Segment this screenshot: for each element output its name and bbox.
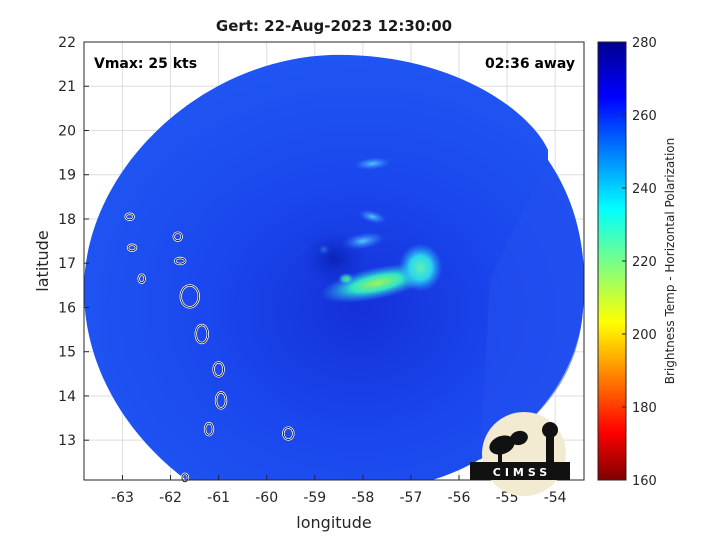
x-tick-label: -54 [544, 490, 567, 506]
colorbar-tick-label: 200 [632, 328, 657, 343]
island-outlines [124, 212, 295, 483]
cimss-logo: CIMSS [470, 412, 570, 496]
y-tick-label: 21 [58, 79, 76, 95]
y-tick-label: 22 [58, 35, 76, 51]
vmax-annotation: Vmax: 25 kts [94, 56, 197, 72]
swath [84, 54, 584, 480]
x-tick-label: -63 [111, 490, 134, 506]
logo-band [470, 462, 570, 480]
island-outline-inner [180, 284, 200, 308]
swath-east-segment [480, 160, 584, 460]
colorbar-tick-label: 260 [632, 109, 657, 124]
x-tick-label: -59 [303, 490, 326, 506]
y-tick-label: 15 [58, 345, 76, 361]
brightness-feature [358, 209, 387, 224]
y-tick-label: 19 [58, 168, 76, 184]
y-tick-label: 14 [58, 389, 76, 405]
x-tick-label: -62 [159, 490, 182, 506]
y-tick-label: 16 [58, 300, 76, 316]
y-tick-label: 20 [58, 123, 76, 139]
island-outline-inner [125, 213, 135, 221]
colorbar-ticks: 280 260 240 220 200 180 160 [622, 36, 657, 489]
logo-text: CIMSS [493, 466, 551, 479]
axes-box [83, 41, 585, 481]
x-axis-label: longitude [296, 513, 371, 532]
island-outline-inner [213, 361, 225, 377]
dish-small-icon [510, 430, 528, 446]
y-tick-label: 13 [58, 433, 76, 449]
brightness-feature [398, 243, 443, 292]
x-tick-label: -60 [255, 490, 278, 506]
island-outline-inner [138, 274, 146, 284]
x-tick-label: -58 [351, 490, 374, 506]
y-ticks: 13 14 15 16 17 18 19 20 21 22 [58, 35, 89, 449]
island-outline-inner [195, 324, 209, 344]
colorbar-tick-label: 220 [632, 255, 657, 270]
island-outline-inner [181, 473, 189, 483]
island-outline-inner [282, 427, 294, 440]
x-ticks: -63 -62 -61 -60 -59 -58 -57 -56 -55 -54 [111, 475, 567, 506]
dish-icon [489, 435, 515, 455]
island-outline-inner [174, 257, 186, 265]
colorbar-tick-label: 280 [632, 36, 657, 51]
colorbar-tick-label: 180 [632, 401, 657, 416]
y-tick-label: 18 [58, 212, 76, 228]
x-tick-label: -56 [448, 490, 471, 506]
island-outline-inner [215, 391, 227, 409]
colorbar [597, 41, 627, 481]
x-tick-label: -61 [207, 490, 230, 506]
colorbar-tick-label: 160 [632, 474, 657, 489]
chart-title: Gert: 22-Aug-2023 12:30:00 [216, 17, 452, 35]
brightness-feature [302, 230, 366, 287]
x-tick-label: -57 [399, 490, 422, 506]
y-axis-label: latitude [33, 230, 52, 291]
tower-leg [546, 436, 554, 462]
time-away-annotation: 02:36 away [485, 56, 575, 72]
colorbar-label: Brightness Temp - Horizontal Polarizatio… [663, 138, 677, 385]
water-tower-icon [542, 422, 558, 438]
island-outline-inner [173, 232, 183, 242]
y-tick-label: 17 [58, 256, 76, 272]
brightness-feature [354, 157, 391, 170]
island-outline-inner [204, 422, 214, 436]
colorbar-tick-label: 240 [632, 182, 657, 197]
dish-mount [498, 450, 502, 462]
island-outline-inner [127, 244, 137, 252]
